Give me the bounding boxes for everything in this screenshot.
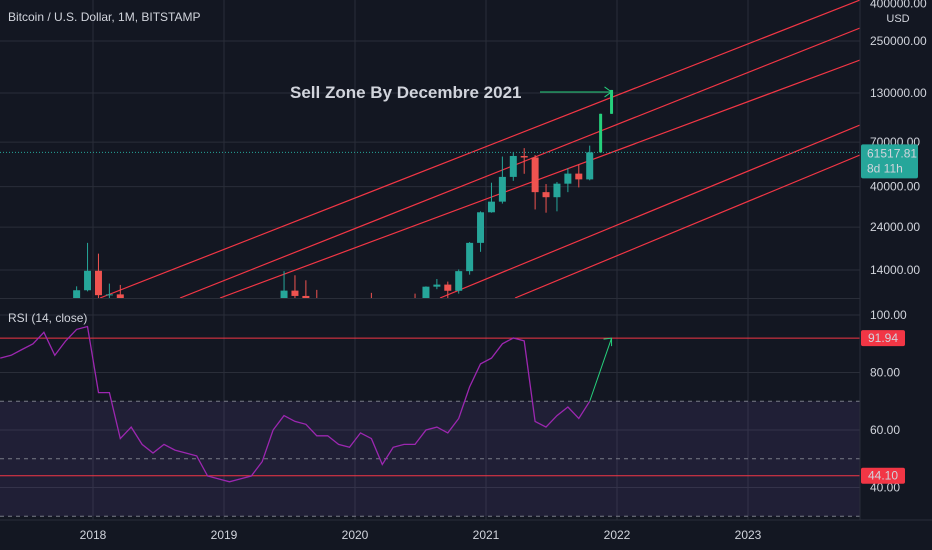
rsi-marker-label-44: 44.10 <box>861 467 905 484</box>
price-tick-1: 250000.00 <box>870 34 927 48</box>
candle-2020-08 <box>433 279 441 290</box>
rsi-pane[interactable] <box>0 325 860 517</box>
rsi-axis[interactable]: 100.00 80.00 60.00 40.00 <box>870 308 907 495</box>
pane-divider <box>0 298 860 299</box>
candle-2019-08 <box>302 280 310 298</box>
sell-zone-annotation: Sell Zone By Decembre 2021 <box>290 83 522 102</box>
candle-2021-09 <box>575 164 583 188</box>
channel-lines <box>99 0 860 298</box>
candle-2020-02 <box>370 292 372 298</box>
price-tick-4: 40000.00 <box>870 180 920 194</box>
candle-2018-01 <box>94 253 102 298</box>
price-pane[interactable] <box>0 0 860 349</box>
sell-zone-arrowhead <box>604 86 613 98</box>
candles <box>73 89 614 298</box>
grid-lines <box>0 0 860 520</box>
rsi-title: RSI (14, close) <box>8 311 87 325</box>
rsi-marker-label-91: 91.94 <box>861 330 905 347</box>
rsi-tick-3: 40.00 <box>870 481 900 495</box>
rsi-projection-arrow <box>589 338 613 402</box>
time-tick-2022: 2022 <box>604 528 631 542</box>
time-tick-2018: 2018 <box>80 528 107 542</box>
rsi-line <box>0 325 591 483</box>
svg-text:44.10: 44.10 <box>868 469 898 483</box>
candle-2021-12 <box>610 89 614 114</box>
channel-line-1 <box>179 27 860 298</box>
channel-line-2 <box>219 59 860 298</box>
candle-2020-07 <box>422 286 430 298</box>
candle-2021-05 <box>531 155 539 210</box>
candle-2021-06 <box>542 184 550 213</box>
time-axis-bg <box>0 520 932 550</box>
candle-2017-12 <box>84 242 92 292</box>
last-price-value: 61517.81 <box>867 146 917 160</box>
candle-2021-02 <box>498 156 506 204</box>
price-axis-bg <box>860 0 932 520</box>
candle-2019-06 <box>280 271 288 298</box>
rsi-tick-0: 100.00 <box>870 308 907 322</box>
candle-2020-09 <box>444 281 452 298</box>
candle-2020-10 <box>455 269 463 294</box>
channel-line-3 <box>439 124 860 298</box>
price-tick-0: 400000.00 <box>870 0 927 11</box>
candle-2021-10 <box>586 145 594 181</box>
candle-2018-03 <box>116 284 124 298</box>
price-tick-5: 24000.00 <box>870 220 920 234</box>
candle-2020-12 <box>477 211 485 252</box>
candle-2021-03 <box>509 152 517 181</box>
rsi-tick-2: 60.00 <box>870 423 900 437</box>
candle-2019-09 <box>316 289 318 298</box>
price-tick-2: 130000.00 <box>870 86 927 100</box>
rsi-band <box>0 401 860 517</box>
time-tick-2019: 2019 <box>211 528 238 542</box>
candle-2021-11 <box>599 113 603 153</box>
rsi-projection-arrowhead <box>603 337 613 347</box>
candle-2021-07 <box>553 181 561 212</box>
rsi-tick-1: 80.00 <box>870 366 900 380</box>
currency-label: USD <box>886 13 909 25</box>
candle-2017-11 <box>73 286 81 298</box>
candle-2019-07 <box>291 275 299 298</box>
time-tick-2020: 2020 <box>342 528 369 542</box>
candle-2018-02 <box>105 283 113 298</box>
candle-2020-11 <box>466 242 474 275</box>
time-tick-2021: 2021 <box>473 528 500 542</box>
candle-2021-08 <box>564 168 572 193</box>
last-price-label: 61517.81 8d 11h <box>861 144 918 179</box>
candle-2021-04 <box>520 148 528 174</box>
symbol-title: Bitcoin / U.S. Dollar, 1M, BITSTAMP <box>8 10 201 24</box>
channel-line-0 <box>99 0 860 298</box>
price-tick-6: 14000.00 <box>870 263 920 277</box>
channel-line-4 <box>514 154 860 298</box>
bar-countdown: 8d 11h <box>867 161 903 175</box>
time-axis[interactable]: 2018 2019 2020 2021 2022 2023 <box>80 528 762 542</box>
svg-text:91.94: 91.94 <box>868 331 898 345</box>
candle-2020-06 <box>414 293 416 298</box>
time-tick-2023: 2023 <box>735 528 762 542</box>
candle-2021-01 <box>487 182 495 213</box>
